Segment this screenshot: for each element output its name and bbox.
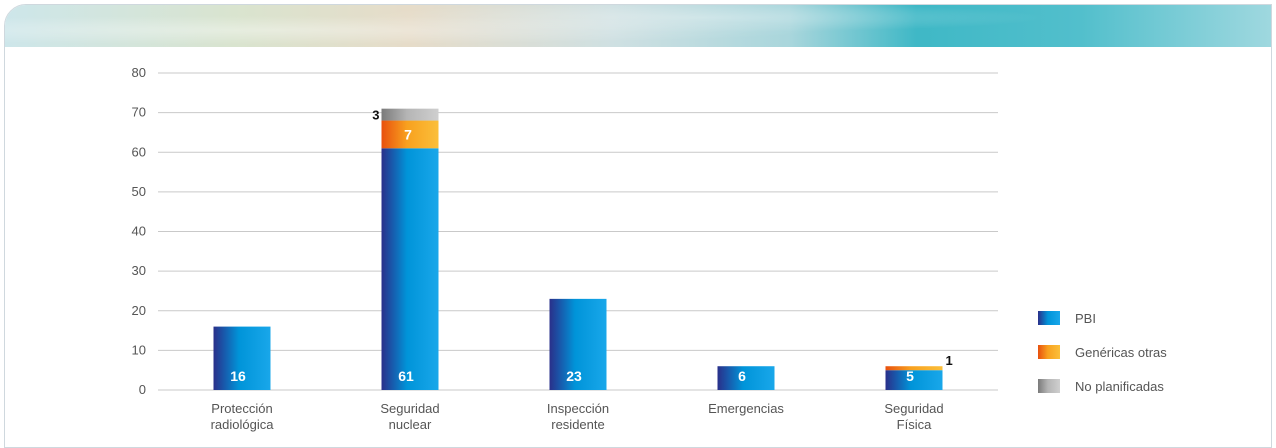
bar-genéricas-otras (885, 366, 943, 371)
x-category-line: radiológica (211, 417, 275, 432)
y-tick-label: 20 (132, 303, 146, 318)
x-category-line: Inspección (547, 401, 609, 416)
y-tick-label: 30 (132, 263, 146, 278)
bar-pbi (549, 298, 607, 390)
decorative-banner (5, 5, 1271, 47)
legend-swatch (1038, 345, 1060, 359)
data-label: 7 (404, 126, 412, 142)
legend-swatch (1038, 379, 1060, 393)
y-tick-label: 0 (139, 382, 146, 397)
y-tick-label: 50 (132, 184, 146, 199)
x-category-line: residente (551, 417, 604, 432)
legend-swatch (1038, 311, 1060, 325)
legend-label: No planificadas (1075, 379, 1164, 394)
x-category-line: Protección (211, 401, 272, 416)
data-label: 61 (398, 368, 414, 384)
x-category-line: Seguridad (380, 401, 439, 416)
y-tick-label: 80 (132, 65, 146, 80)
y-tick-label: 70 (132, 105, 146, 120)
bar-genéricas-otras (381, 120, 439, 149)
x-category-line: Física (897, 417, 932, 432)
bar-pbi (717, 366, 775, 390)
x-category-label: Protección radiológica (211, 401, 275, 432)
y-tick-label: 10 (132, 342, 146, 357)
x-category-label: Inspección residente (547, 401, 609, 432)
y-tick-label: 60 (132, 144, 146, 159)
x-category-label: Emergencias (708, 401, 784, 416)
bar-no-planificadas (381, 108, 439, 121)
x-category-line: nuclear (389, 417, 432, 432)
data-label: 6 (738, 368, 746, 384)
bar-pbi (885, 370, 943, 390)
data-label: 3 (372, 108, 379, 123)
data-label: 5 (906, 368, 914, 384)
x-category-label: Seguridad Física (884, 401, 943, 432)
legend-label: PBI (1075, 311, 1096, 326)
legend-label: Genéricas otras (1075, 345, 1167, 360)
data-label: 1 (946, 353, 953, 368)
data-label: 23 (566, 368, 582, 384)
x-category-line: Seguridad (884, 401, 943, 416)
bar-pbi (381, 148, 439, 390)
x-category-label: Seguridad nuclear (380, 401, 439, 432)
data-label: 16 (230, 368, 246, 384)
bar-pbi (213, 326, 271, 390)
x-category-line: Emergencias (708, 401, 784, 416)
y-tick-label: 40 (132, 224, 146, 239)
